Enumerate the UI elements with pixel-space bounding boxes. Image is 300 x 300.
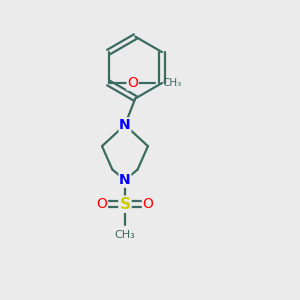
Text: S: S bbox=[119, 197, 130, 212]
Text: N: N bbox=[119, 118, 131, 132]
Text: CH₃: CH₃ bbox=[115, 230, 135, 240]
Text: O: O bbox=[97, 197, 107, 211]
Text: CH₃: CH₃ bbox=[162, 78, 181, 88]
Text: N: N bbox=[119, 173, 131, 187]
Text: O: O bbox=[127, 76, 138, 90]
Text: O: O bbox=[142, 197, 153, 211]
